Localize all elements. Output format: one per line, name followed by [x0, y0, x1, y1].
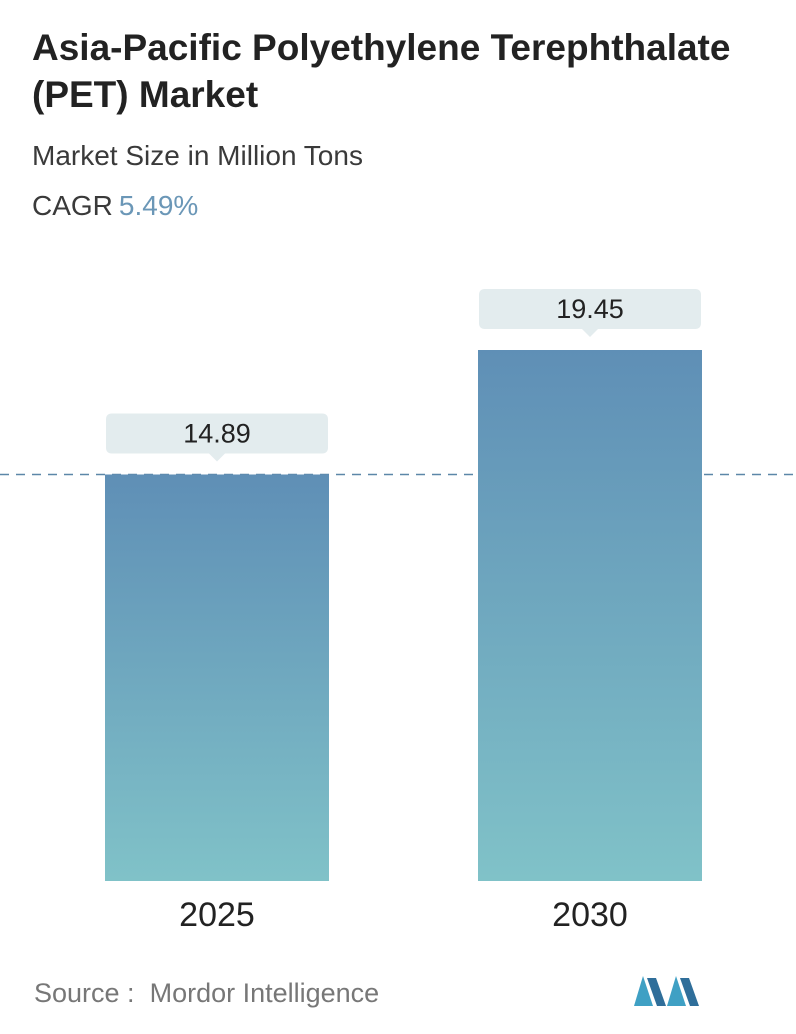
- mordor-intelligence-logo-icon: [634, 976, 699, 1006]
- x-tick-label-2030: 2030: [552, 896, 628, 934]
- data-label-2030: 19.45: [556, 294, 624, 324]
- bar-2030: [478, 350, 702, 881]
- bar-2025: [105, 474, 329, 881]
- source-name: Mordor Intelligence: [149, 978, 380, 1008]
- bar-chart: 14.89 2025 19.45 2030: [0, 289, 796, 934]
- data-label-bubble: [106, 413, 328, 462]
- source-text: Source : Mordor Intelligence: [34, 978, 379, 1009]
- cagr-text: CAGR 5.49%: [32, 190, 198, 222]
- x-tick-label-2025: 2025: [179, 896, 255, 934]
- chart-subtitle: Market Size in Million Tons: [32, 140, 363, 171]
- source-label: Source :: [34, 978, 135, 1008]
- cagr-label: CAGR: [32, 190, 113, 221]
- data-label-bubble: [479, 289, 701, 337]
- cagr-value: 5.49%: [118, 190, 199, 221]
- data-label-2025: 14.89: [183, 418, 251, 448]
- chart-title: Asia-Pacific Polyethylene Terephthalate …: [32, 27, 731, 115]
